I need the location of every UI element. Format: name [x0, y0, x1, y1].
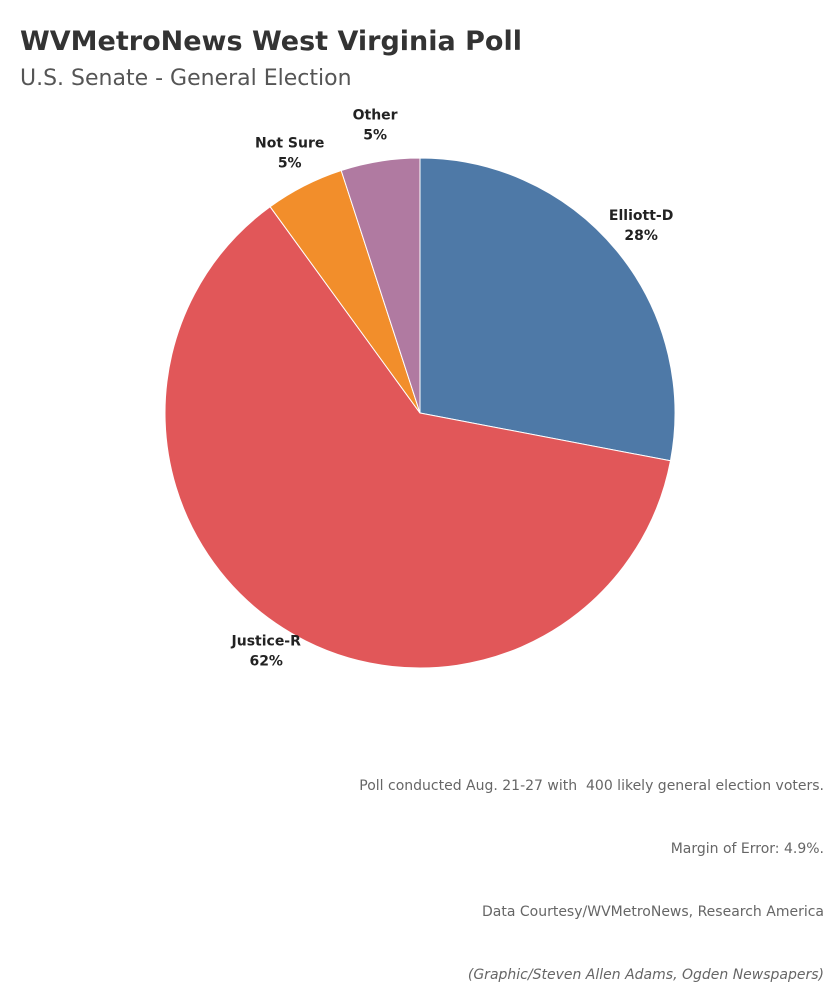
pie-slice	[340, 157, 421, 414]
notes: Poll conducted Aug. 21-27 with 400 likel…	[359, 734, 824, 1007]
chart: Elliott-D 28% Justice-R 62% Not Sure 5% Other 5…	[164, 108, 676, 669]
note: Margin of Error: 4.9%.	[670, 841, 824, 857]
slice-label: Other	[353, 108, 398, 124]
note: Poll conducted Aug. 21-27 with 400 likel…	[359, 778, 824, 794]
pie-slice	[164, 206, 672, 669]
pie-slice	[419, 157, 676, 462]
page: WVMetroNews West Virginia Poll U.S. Sena…	[20, 26, 824, 983]
chart-subtitle: U.S. Senate - General Election	[20, 66, 352, 91]
slice-value-label: 5%	[278, 155, 302, 171]
slice-label: Not Sure	[255, 135, 324, 151]
slice-value-label: 28%	[624, 228, 658, 244]
note: Data Courtesy/WVMetroNews, Research Amer…	[481, 904, 824, 920]
slice-value-label: 62%	[249, 653, 283, 669]
slice-label: Justice-R	[231, 633, 302, 649]
slice-value-label: 5%	[363, 128, 387, 144]
chart-title: WVMetroNews West Virginia Poll	[20, 26, 522, 57]
note: (Graphic/Steven Allen Adams, Ogden Newsp…	[467, 967, 824, 983]
slice-label: Elliott-D	[609, 208, 673, 224]
